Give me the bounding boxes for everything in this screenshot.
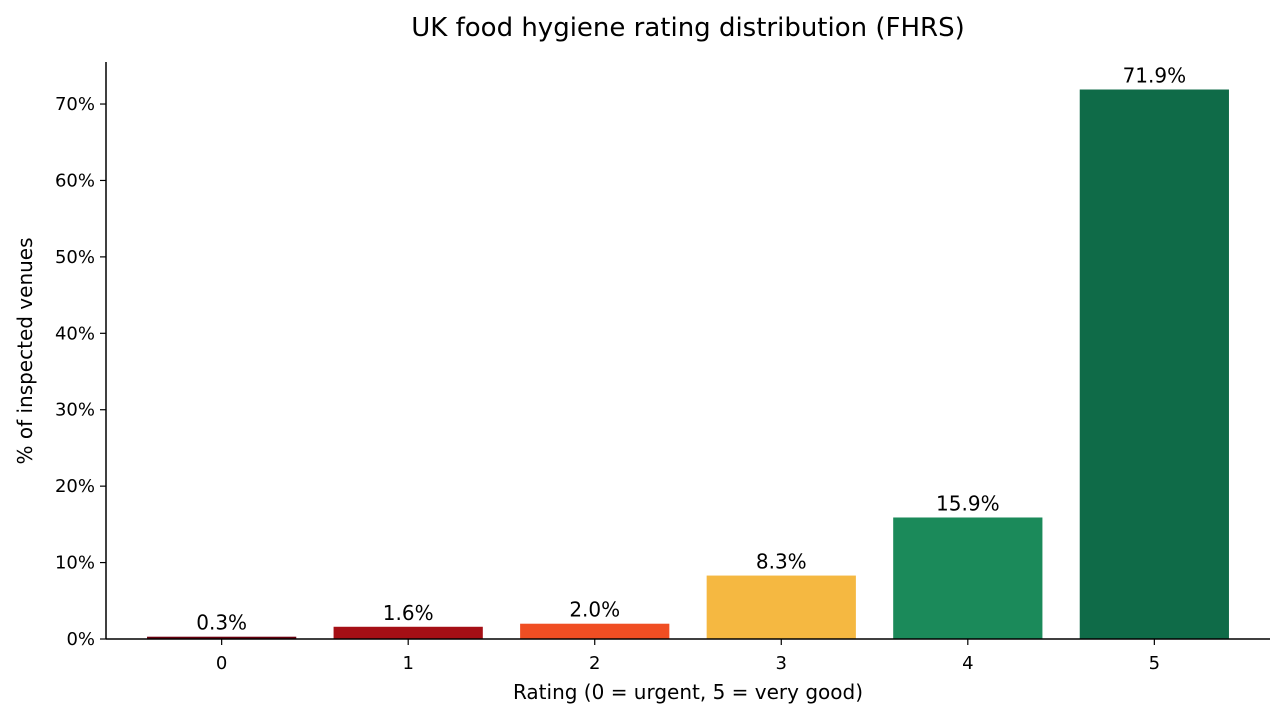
y-tick-label: 10% bbox=[55, 553, 95, 574]
bar-rating-4 bbox=[893, 517, 1043, 639]
bar-value-label: 71.9% bbox=[1123, 64, 1187, 88]
bar-value-label: 15.9% bbox=[936, 491, 1000, 515]
chart-title: UK food hygiene rating distribution (FHR… bbox=[411, 13, 965, 43]
y-axis-label: % of inspected venues bbox=[13, 237, 37, 464]
x-tick-label: 2 bbox=[589, 653, 600, 674]
bars bbox=[147, 89, 1229, 640]
bar-rating-2 bbox=[520, 623, 670, 639]
bar-rating-3 bbox=[706, 575, 856, 639]
y-tick-label: 20% bbox=[55, 476, 95, 497]
bar-rating-0 bbox=[147, 636, 297, 639]
bar-rating-5 bbox=[1079, 89, 1229, 640]
x-tick-label: 0 bbox=[216, 653, 227, 674]
bar-value-label: 2.0% bbox=[569, 598, 620, 622]
y-tick-label: 0% bbox=[66, 629, 95, 650]
bar-value-label: 0.3% bbox=[196, 611, 247, 635]
x-tick-label: 4 bbox=[962, 653, 973, 674]
bar-value-label: 8.3% bbox=[756, 550, 807, 574]
y-axis-ticks: 0% 10% 20% 30% 40% 50% 60% 70% bbox=[55, 94, 106, 650]
x-axis-ticks: 0 1 2 3 4 5 bbox=[216, 639, 1160, 674]
x-tick-label: 5 bbox=[1149, 653, 1160, 674]
y-tick-label: 50% bbox=[55, 247, 95, 268]
y-tick-label: 60% bbox=[55, 170, 95, 191]
x-tick-label: 3 bbox=[776, 653, 787, 674]
y-tick-label: 30% bbox=[55, 400, 95, 421]
x-tick-label: 1 bbox=[402, 653, 413, 674]
y-tick-label: 40% bbox=[55, 323, 95, 344]
x-axis-label: Rating (0 = urgent, 5 = very good) bbox=[513, 680, 863, 704]
bar-rating-1 bbox=[333, 626, 483, 639]
data-labels: 0.3% 1.6% 2.0% 8.3% 15.9% 71.9% bbox=[196, 64, 1186, 635]
bar-value-label: 1.6% bbox=[383, 601, 434, 625]
y-tick-label: 70% bbox=[55, 94, 95, 115]
